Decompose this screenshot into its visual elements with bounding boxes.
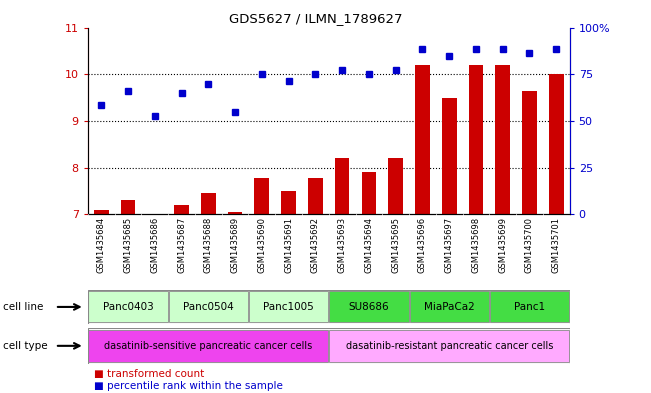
Bar [89, 291, 168, 323]
Bar [490, 291, 569, 323]
Bar [169, 291, 248, 323]
Bar [469, 65, 483, 393]
Bar [329, 330, 569, 362]
Bar [228, 212, 242, 393]
Text: Panc0504: Panc0504 [183, 302, 234, 312]
Bar [335, 158, 350, 393]
Bar [549, 74, 564, 393]
Text: cell line: cell line [3, 302, 44, 312]
Text: SU8686: SU8686 [348, 302, 389, 312]
Bar [174, 205, 189, 393]
Text: MiaPaCa2: MiaPaCa2 [424, 302, 475, 312]
Bar [495, 65, 510, 393]
Bar [89, 330, 328, 362]
Bar [281, 191, 296, 393]
Bar [255, 178, 270, 393]
Text: cell type: cell type [3, 341, 48, 351]
Bar [415, 65, 430, 393]
Bar [442, 97, 456, 393]
Bar [308, 178, 323, 393]
Bar [329, 291, 409, 323]
Text: dasatinib-resistant pancreatic cancer cells: dasatinib-resistant pancreatic cancer ce… [346, 341, 553, 351]
Text: GDS5627 / ILMN_1789627: GDS5627 / ILMN_1789627 [229, 12, 402, 25]
Bar [361, 172, 376, 393]
Bar [388, 158, 403, 393]
Bar [94, 209, 109, 393]
Bar [120, 200, 135, 393]
Bar [522, 90, 537, 393]
Text: Panc1005: Panc1005 [263, 302, 314, 312]
Text: dasatinib-sensitive pancreatic cancer cells: dasatinib-sensitive pancreatic cancer ce… [104, 341, 312, 351]
Bar [409, 291, 489, 323]
Text: ■ transformed count: ■ transformed count [94, 369, 204, 379]
Text: Panc0403: Panc0403 [103, 302, 154, 312]
Text: Panc1: Panc1 [514, 302, 545, 312]
Bar [147, 214, 162, 393]
Text: ■ percentile rank within the sample: ■ percentile rank within the sample [94, 381, 283, 391]
Bar [201, 193, 215, 393]
Bar [249, 291, 328, 323]
